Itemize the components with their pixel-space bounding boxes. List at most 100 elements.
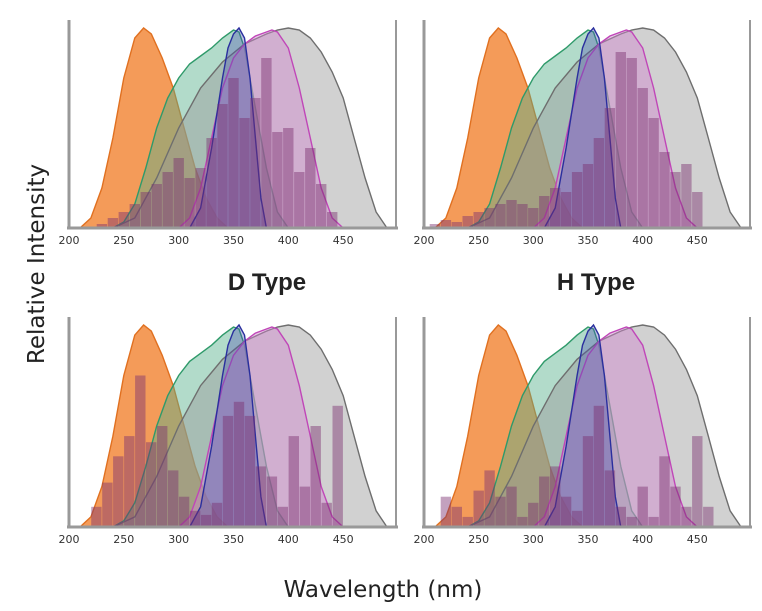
histogram-bar-0-15 — [261, 58, 272, 228]
panel-bottom-right: 200 250 300 350 400 450 — [414, 317, 752, 546]
histogram-bar-2-20 — [310, 426, 321, 527]
histogram-bar-0-8 — [184, 178, 195, 228]
x-tick-label-3-0: 200 — [414, 533, 435, 546]
histogram-bar-3-7 — [517, 516, 528, 527]
x-tick-label-0-0: 200 — [59, 234, 80, 247]
histogram-bar-3-18 — [637, 486, 648, 527]
histogram-bar-1-7 — [506, 200, 517, 228]
histogram-bar-0-11 — [217, 104, 228, 228]
histogram-bar-3-6 — [506, 486, 517, 527]
histogram-bar-0-14 — [250, 98, 261, 228]
histogram-bar-0-3 — [129, 204, 140, 228]
histogram-bar-2-0 — [91, 506, 102, 527]
histogram-bar-2-9 — [189, 510, 201, 527]
histogram-bar-2-21 — [321, 502, 332, 527]
histogram-bar-0-10 — [206, 138, 217, 228]
histogram-bar-0-7 — [173, 158, 184, 228]
x-tick-label-1-1: 250 — [468, 234, 489, 247]
histogram-bar-2-2 — [113, 456, 124, 527]
histogram-bar-1-23 — [681, 164, 692, 228]
histogram-bar-3-16 — [615, 506, 626, 527]
histogram-bar-0-2 — [118, 212, 129, 228]
histogram-bar-3-4 — [484, 470, 495, 527]
histogram-bar-2-14 — [244, 415, 256, 527]
histogram-bar-0-4 — [140, 192, 151, 228]
series-pink-curve-3 — [531, 326, 698, 528]
histogram-bar-0-5 — [151, 184, 162, 228]
histogram-bar-3-22 — [681, 506, 692, 527]
panel-bottom-left: 200 250 300 350 400 450 — [59, 317, 398, 546]
histogram-bar-3-19 — [648, 516, 659, 527]
x-tick-label-2-4: 400 — [278, 533, 299, 546]
x-tick-label-0-2: 300 — [168, 234, 189, 247]
histogram-bar-3-12 — [571, 510, 583, 527]
histogram-bar-0-17 — [283, 128, 294, 228]
x-tick-label-3-2: 300 — [523, 533, 544, 546]
histogram-bar-3-21 — [670, 486, 681, 527]
x-tick-label-2-3: 350 — [223, 533, 244, 546]
histogram-bar-2-1 — [102, 482, 113, 527]
histogram-bar-1-4 — [473, 212, 484, 228]
histogram-bar-0-9 — [195, 168, 206, 228]
histogram-bar-0-16 — [272, 132, 283, 228]
histogram-bar-0-18 — [294, 172, 305, 228]
histogram-bar-0-19 — [305, 148, 316, 228]
series-blue-curve-0 — [188, 26, 268, 229]
series-pink-curve-0 — [178, 29, 346, 229]
histogram-bar-3-2 — [462, 516, 473, 527]
histogram-bar-1-15 — [593, 138, 605, 228]
histogram-bar-0-6 — [162, 172, 173, 228]
histogram-bar-2-13 — [233, 401, 245, 527]
histogram-bar-1-8 — [517, 204, 528, 228]
histogram-bar-1-5 — [484, 208, 495, 228]
histogram-bar-2-3 — [124, 436, 135, 527]
histogram-bar-3-13 — [582, 436, 594, 527]
histogram-bar-2-12 — [222, 415, 234, 527]
x-tick-label-0-4: 400 — [278, 234, 299, 247]
histogram-bar-1-17 — [615, 52, 626, 228]
x-tick-label-2-2: 300 — [168, 533, 189, 546]
histogram-bar-1-19 — [637, 88, 648, 228]
x-tick-label-3-1: 250 — [468, 533, 489, 546]
histogram-bar-1-9 — [528, 208, 539, 228]
histogram-bar-3-15 — [604, 470, 616, 527]
series-orange-curve-2 — [79, 324, 229, 528]
x-axis-label: Wavelength (nm) — [284, 577, 483, 603]
histogram-bar-2-8 — [178, 496, 190, 527]
histogram-bar-1-10 — [539, 196, 550, 228]
histogram-bar-2-4 — [135, 375, 146, 527]
series-blue-curve-1 — [543, 26, 622, 229]
series-orange-curve-1 — [433, 27, 583, 229]
histogram-bar-3-11 — [560, 496, 572, 527]
histogram-bar-3-23 — [692, 436, 703, 527]
histogram-bar-0-13 — [239, 118, 250, 228]
panel-top-left: 200 250 300 350 400 450 — [59, 20, 398, 247]
histogram-bar-0-0 — [96, 224, 108, 228]
histogram-bar-3-20 — [659, 456, 670, 527]
panel-top-right: 200 250 300 350 400 450 — [414, 20, 752, 247]
histogram-bar-2-19 — [299, 486, 310, 527]
histogram-bar-3-8 — [528, 502, 539, 527]
histogram-bar-3-3 — [473, 490, 484, 527]
histogram-bar-1-18 — [626, 58, 637, 228]
histogram-bar-1-3 — [462, 216, 473, 228]
x-tick-label-1-2: 300 — [523, 234, 544, 247]
histogram-bar-0-20 — [316, 184, 327, 228]
histogram-bar-1-20 — [648, 118, 659, 228]
series-pink-curve-1 — [531, 29, 698, 229]
histogram-bar-1-16 — [604, 108, 616, 228]
x-tick-label-1-4: 400 — [632, 234, 653, 247]
histogram-bar-2-15 — [255, 466, 267, 527]
histogram-bar-1-22 — [670, 172, 681, 228]
histogram-bar-3-14 — [593, 405, 605, 527]
x-tick-label-0-1: 250 — [113, 234, 134, 247]
x-tick-label-3-3: 350 — [578, 533, 599, 546]
histogram-bar-2-17 — [277, 506, 288, 527]
histogram-bar-2-22 — [332, 405, 343, 527]
histogram-bar-1-1 — [440, 220, 452, 228]
x-tick-label-1-0: 200 — [414, 234, 435, 247]
x-tick-label-2-0: 200 — [59, 533, 80, 546]
histogram-bar-1-0 — [429, 224, 441, 228]
histogram-bar-3-1 — [451, 506, 462, 527]
